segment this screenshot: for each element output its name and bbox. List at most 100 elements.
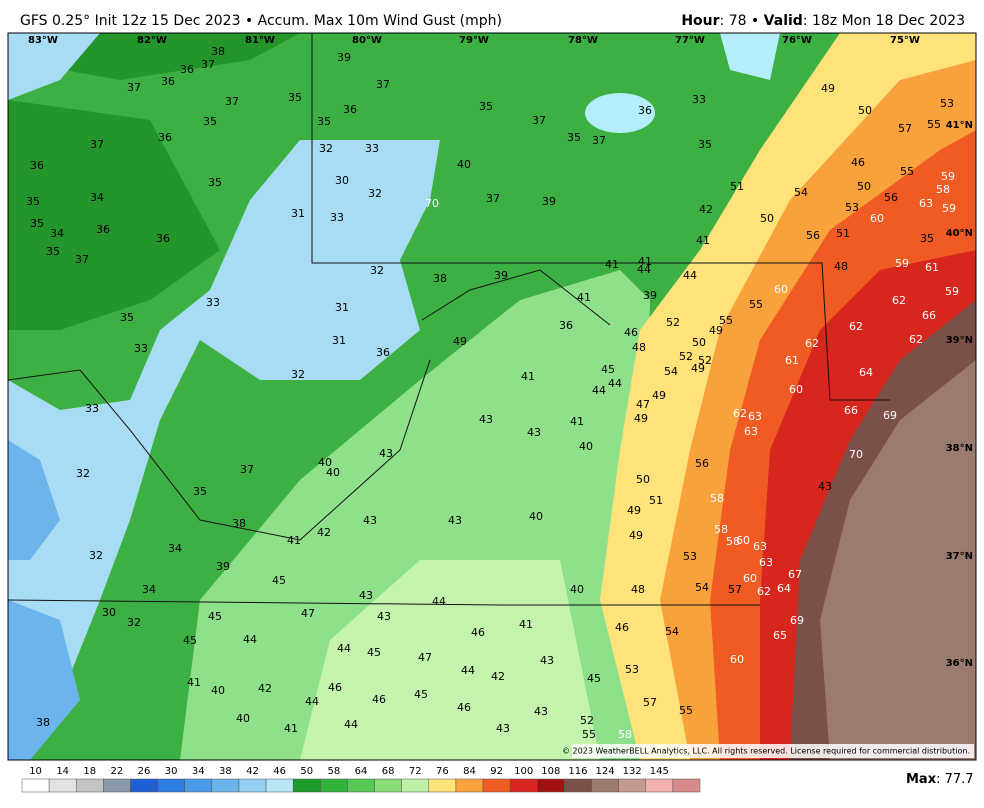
wind-value: 55 <box>900 165 914 178</box>
wind-value: 32 <box>319 142 333 155</box>
wind-value: 33 <box>330 211 344 224</box>
wind-value: 36 <box>638 104 652 117</box>
colorbar-swatch <box>157 778 185 793</box>
wind-value: 32 <box>368 187 382 200</box>
colorbar-swatch <box>347 778 375 793</box>
wind-value: 32 <box>127 616 141 629</box>
wind-value: 49 <box>634 412 648 425</box>
wind-value: 54 <box>664 365 678 378</box>
colorbar-swatch <box>75 778 104 793</box>
wind-value: 44 <box>592 384 606 397</box>
lon-label: 75°W <box>890 35 920 46</box>
wind-value: 49 <box>652 389 666 402</box>
wind-value: 40 <box>529 510 543 523</box>
wind-value: 44 <box>305 695 319 708</box>
wind-value: 37 <box>486 192 500 205</box>
wind-value: 37 <box>240 463 254 476</box>
wind-value: 69 <box>790 614 804 627</box>
lat-label: 36°N <box>946 658 973 669</box>
wind-value: 63 <box>748 410 762 423</box>
wind-value: 43 <box>359 589 373 602</box>
colorbar-swatch <box>618 778 647 793</box>
colorbar-label: 14 <box>56 766 69 777</box>
wind-value: 38 <box>232 517 246 530</box>
wind-value: 31 <box>335 301 349 314</box>
wind-value: 40 <box>211 684 225 697</box>
lon-label: 78°W <box>568 35 598 46</box>
wind-value: 58 <box>714 523 728 536</box>
wind-value: 35 <box>920 232 934 245</box>
wind-value: 37 <box>592 134 606 147</box>
wind-value: 64 <box>859 366 873 379</box>
wind-value: 35 <box>120 311 134 324</box>
wind-value: 38 <box>36 716 50 729</box>
wind-value: 63 <box>753 540 767 553</box>
colorbar-label: 64 <box>355 766 368 777</box>
wind-value: 45 <box>414 688 428 701</box>
wind-value: 47 <box>301 607 315 620</box>
wind-value: 43 <box>377 610 391 623</box>
wind-value: 33 <box>134 342 148 355</box>
wind-value: 39 <box>216 560 230 573</box>
wind-value: 53 <box>625 663 639 676</box>
wind-value: 62 <box>757 585 771 598</box>
borders <box>8 33 890 606</box>
wind-value: 41 <box>187 676 201 689</box>
wind-value: 37 <box>75 253 89 266</box>
wind-value: 58 <box>618 728 632 741</box>
wind-value: 53 <box>683 550 697 563</box>
wind-value: 37 <box>127 81 141 94</box>
wind-value: 33 <box>206 296 220 309</box>
wind-value: 49 <box>821 82 835 95</box>
colorbar-swatch <box>211 778 240 793</box>
wind-value: 35 <box>479 100 493 113</box>
wind-value: 36 <box>559 319 573 332</box>
colorbar-swatch <box>564 778 592 793</box>
wind-value: 51 <box>730 180 744 193</box>
colorbar-label: 84 <box>463 766 476 777</box>
wind-value: 56 <box>806 229 820 242</box>
wind-value: 43 <box>448 514 462 527</box>
lat-label: 39°N <box>946 335 973 346</box>
wind-value: 41 <box>521 370 535 383</box>
field-blue <box>8 600 80 760</box>
wind-value: 41 <box>284 722 298 735</box>
max-label: Max <box>906 772 937 787</box>
wind-value: 42 <box>317 526 331 539</box>
wind-value: 35 <box>567 131 581 144</box>
wind-value: 43 <box>363 514 377 527</box>
field-blue <box>8 440 60 560</box>
wind-value: 36 <box>156 232 170 245</box>
wind-value: 31 <box>291 207 305 220</box>
wind-value: 35 <box>288 91 302 104</box>
wind-value: 61 <box>925 261 939 274</box>
colorbar-label: 108 <box>541 766 560 777</box>
wind-value: 50 <box>760 212 774 225</box>
wind-value: 37 <box>225 95 239 108</box>
wind-value: 49 <box>629 529 643 542</box>
wind-value: 33 <box>85 402 99 415</box>
wind-value: 49 <box>691 362 705 375</box>
colorbar-label: 124 <box>596 766 615 777</box>
wind-value: 65 <box>773 629 787 642</box>
wind-value: 50 <box>692 336 706 349</box>
wind-value: 43 <box>379 447 393 460</box>
wind-value: 41 <box>577 291 591 304</box>
colorbar-swatch <box>292 778 321 793</box>
wind-value: 41 <box>638 255 652 268</box>
wind-value: 51 <box>836 227 850 240</box>
colorbar-label: 22 <box>111 766 124 777</box>
wind-value: 54 <box>794 186 808 199</box>
wind-value: 48 <box>631 583 645 596</box>
colorbar-label: 72 <box>409 766 422 777</box>
lat-label: 38°N <box>946 443 973 454</box>
wind-value: 56 <box>695 457 709 470</box>
wind-value: 52 <box>698 354 712 367</box>
colorbar-label: 76 <box>436 766 449 777</box>
wind-value: 43 <box>534 705 548 718</box>
wind-value: 43 <box>818 480 832 493</box>
wind-value: 40 <box>457 158 471 171</box>
wind-value: 30 <box>102 606 116 619</box>
